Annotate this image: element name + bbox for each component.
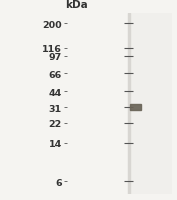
Bar (128, 14, 172, 194)
Text: kDa: kDa (65, 0, 88, 10)
Bar (130, 105, 141, 110)
Bar (128, 14, 130, 194)
